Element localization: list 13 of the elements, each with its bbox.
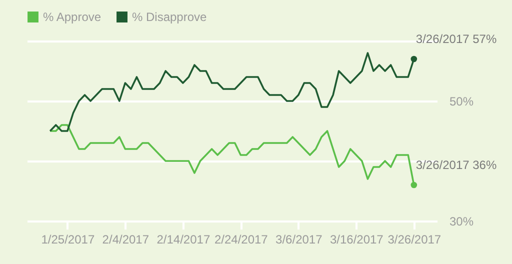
x-tick-label: 3/16/2017 [330,232,384,246]
legend-label: % Disapprove [132,10,208,24]
annotation: 3/26/2017 57% [416,32,497,46]
x-tick-label: 2/4/2017 [102,232,150,246]
annotation: 3/26/2017 36% [416,158,497,172]
y-tick-label: 30% [450,214,474,228]
x-tick-label: 3/6/2017 [276,232,323,246]
x-tick-label: 2/14/2017 [156,232,210,246]
y-tick-label: 50% [450,94,474,108]
x-tick-label: 3/26/2017 [388,232,442,246]
x-tick-label: 2/24/2017 [214,232,268,246]
legend-label: % Approve [43,10,102,24]
x-tick-label: 1/25/2017 [41,232,95,246]
